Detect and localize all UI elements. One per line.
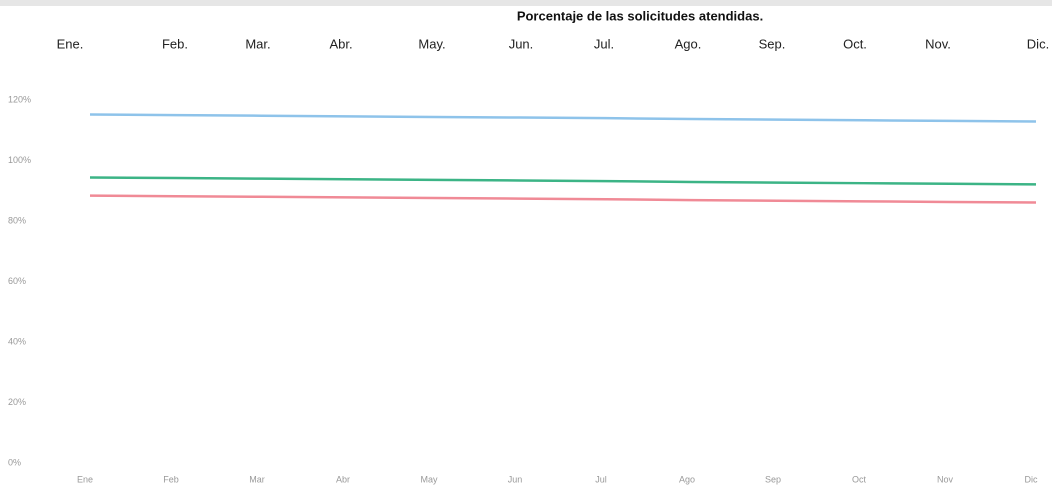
top-month-label: Jun. <box>509 36 534 51</box>
x-tick-label: May <box>420 474 438 484</box>
y-tick-label: 20% <box>8 397 26 407</box>
top-month-label: Nov. <box>925 36 951 51</box>
y-tick-label: 0% <box>8 457 21 467</box>
top-month-label: Oct. <box>843 36 867 51</box>
x-tick-label: Jul <box>595 474 607 484</box>
top-month-label: Ago. <box>675 36 702 51</box>
x-tick-label: Dic <box>1025 474 1038 484</box>
top-month-label: Feb. <box>162 36 188 51</box>
x-tick-label: Ene <box>77 474 93 484</box>
top-month-label: Sep. <box>759 36 786 51</box>
y-tick-label: 100% <box>8 155 31 165</box>
top-month-label: Jul. <box>594 36 614 51</box>
y-tick-label: 40% <box>8 336 26 346</box>
series-line <box>89 113 1037 123</box>
series-line <box>89 194 1037 204</box>
top-month-label: Ene. <box>57 36 84 51</box>
top-month-label: May. <box>418 36 445 51</box>
x-tick-label: Jun <box>508 474 523 484</box>
y-tick-label: 60% <box>8 276 26 286</box>
x-tick-label: Abr <box>336 474 350 484</box>
x-tick-label: Feb <box>163 474 179 484</box>
x-tick-label: Sep <box>765 474 781 484</box>
top-month-label: Abr. <box>329 36 352 51</box>
y-tick-label: 80% <box>8 215 26 225</box>
x-tick-label: Mar <box>249 474 265 484</box>
chart-title: Porcentaje de las solicitudes atendidas. <box>517 8 763 23</box>
top-month-label: Mar. <box>245 36 270 51</box>
y-tick-label: 120% <box>8 94 31 104</box>
x-tick-label: Oct <box>852 474 867 484</box>
top-month-label: Dic. <box>1027 36 1049 51</box>
x-tick-label: Nov <box>937 474 954 484</box>
top-strip <box>0 0 1052 6</box>
x-tick-label: Ago <box>679 474 695 484</box>
series-line <box>89 176 1037 186</box>
